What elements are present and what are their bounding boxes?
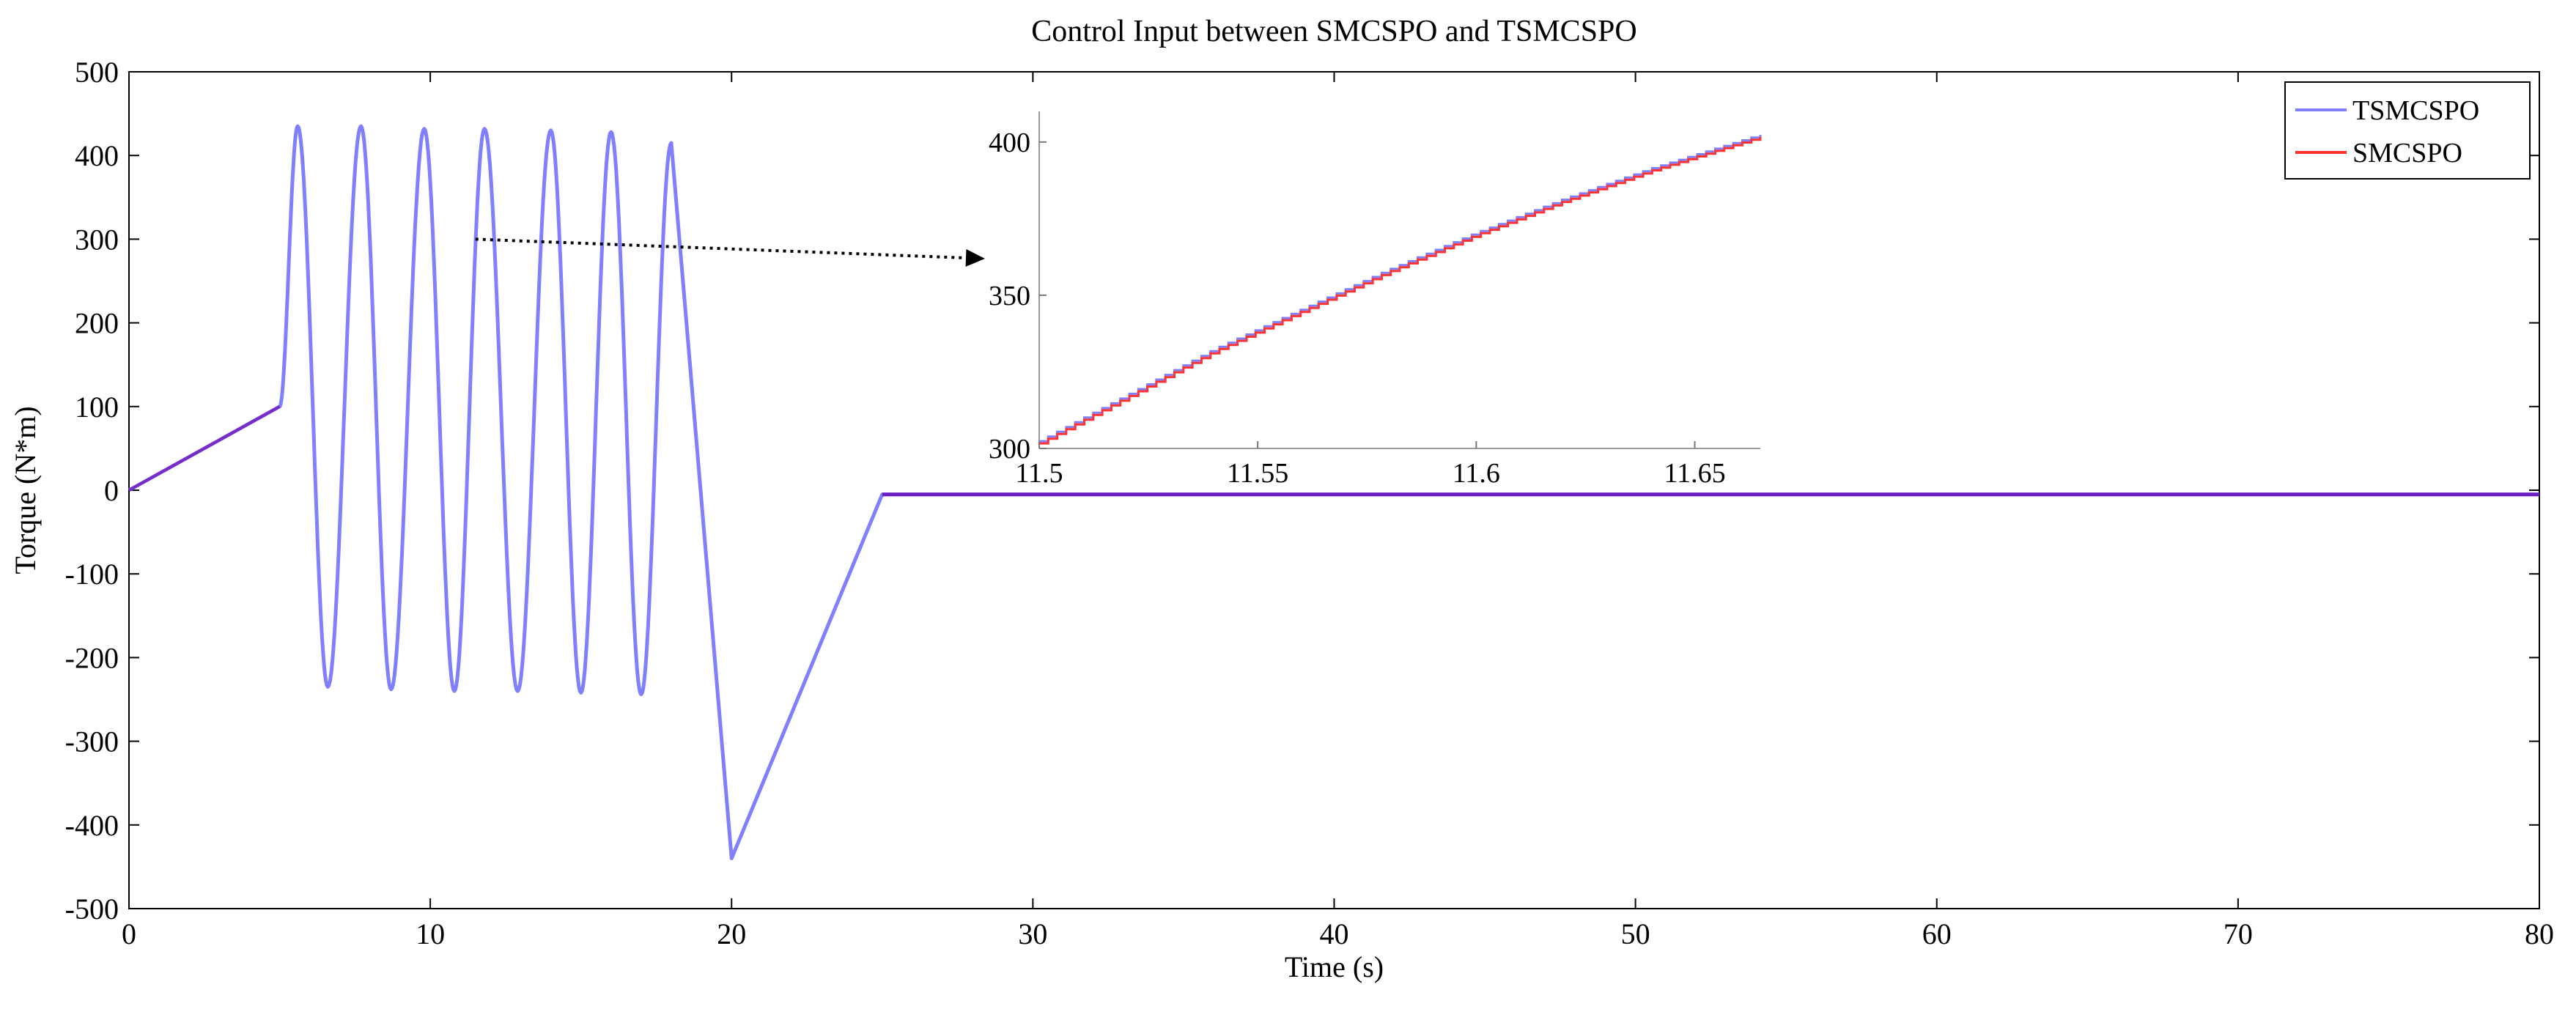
inset-x-tick-label: 11.55 [1227, 458, 1288, 489]
y-tick-label: -100 [65, 558, 119, 591]
inset-y-tick-label: 400 [989, 127, 1030, 158]
inset-background [1039, 111, 1760, 448]
zoom-arrow-head [965, 249, 985, 267]
x-tick-label: 70 [2223, 917, 2253, 950]
legend: TSMCSPO SMCSPO [2284, 81, 2531, 180]
y-tick-label: -300 [65, 725, 119, 758]
y-tick-label: -500 [65, 892, 119, 925]
inset-x-tick-label: 11.65 [1664, 458, 1725, 489]
chart-title: Control Input between SMCSPO and TSMCSPO [1031, 15, 1637, 48]
inset-x-tick-label: 11.6 [1453, 458, 1500, 489]
inset-y-tick-label: 300 [989, 434, 1030, 465]
y-tick-label: -200 [65, 641, 119, 674]
x-tick-label: 50 [1621, 917, 1650, 950]
x-tick-label: 10 [416, 917, 445, 950]
x-tick-label: 40 [1320, 917, 1349, 950]
y-tick-label: 300 [75, 223, 119, 256]
y-tick-label: 0 [104, 474, 119, 507]
x-tick-label: 80 [2525, 917, 2554, 950]
y-tick-label: -400 [65, 809, 119, 842]
inset-x-tick-label: 11.5 [1015, 458, 1063, 489]
legend-box [2284, 81, 2531, 180]
inset-y-tick-label: 350 [989, 281, 1030, 311]
y-tick-label: 400 [75, 139, 119, 172]
inset-chart: 11.5 11.55 11.6 11.65 300 350 400 [989, 111, 1762, 489]
zoom-arrow [475, 237, 985, 267]
y-tick-label: 200 [75, 307, 119, 340]
y-tick-label: 100 [75, 391, 119, 424]
y-axis-label: Torque (N*m) [9, 406, 42, 574]
y-tick-label: 500 [75, 56, 119, 89]
zoom-arrow-line [475, 237, 967, 259]
x-tick-label: 20 [717, 917, 746, 950]
legend-label-tsmcspo: TSMCSPO [2352, 95, 2479, 126]
inset-series-smcspo [1039, 137, 1762, 445]
x-tick-label: 30 [1018, 917, 1047, 950]
legend-label-smcspo: SMCSPO [2352, 138, 2462, 169]
x-tick-label: 0 [122, 917, 136, 950]
x-axis-label: Time (s) [1285, 950, 1384, 983]
series-line-tsmcspo [128, 124, 2539, 860]
series-overlap-ramp [128, 405, 281, 492]
x-tick-label: 60 [1922, 917, 1952, 950]
